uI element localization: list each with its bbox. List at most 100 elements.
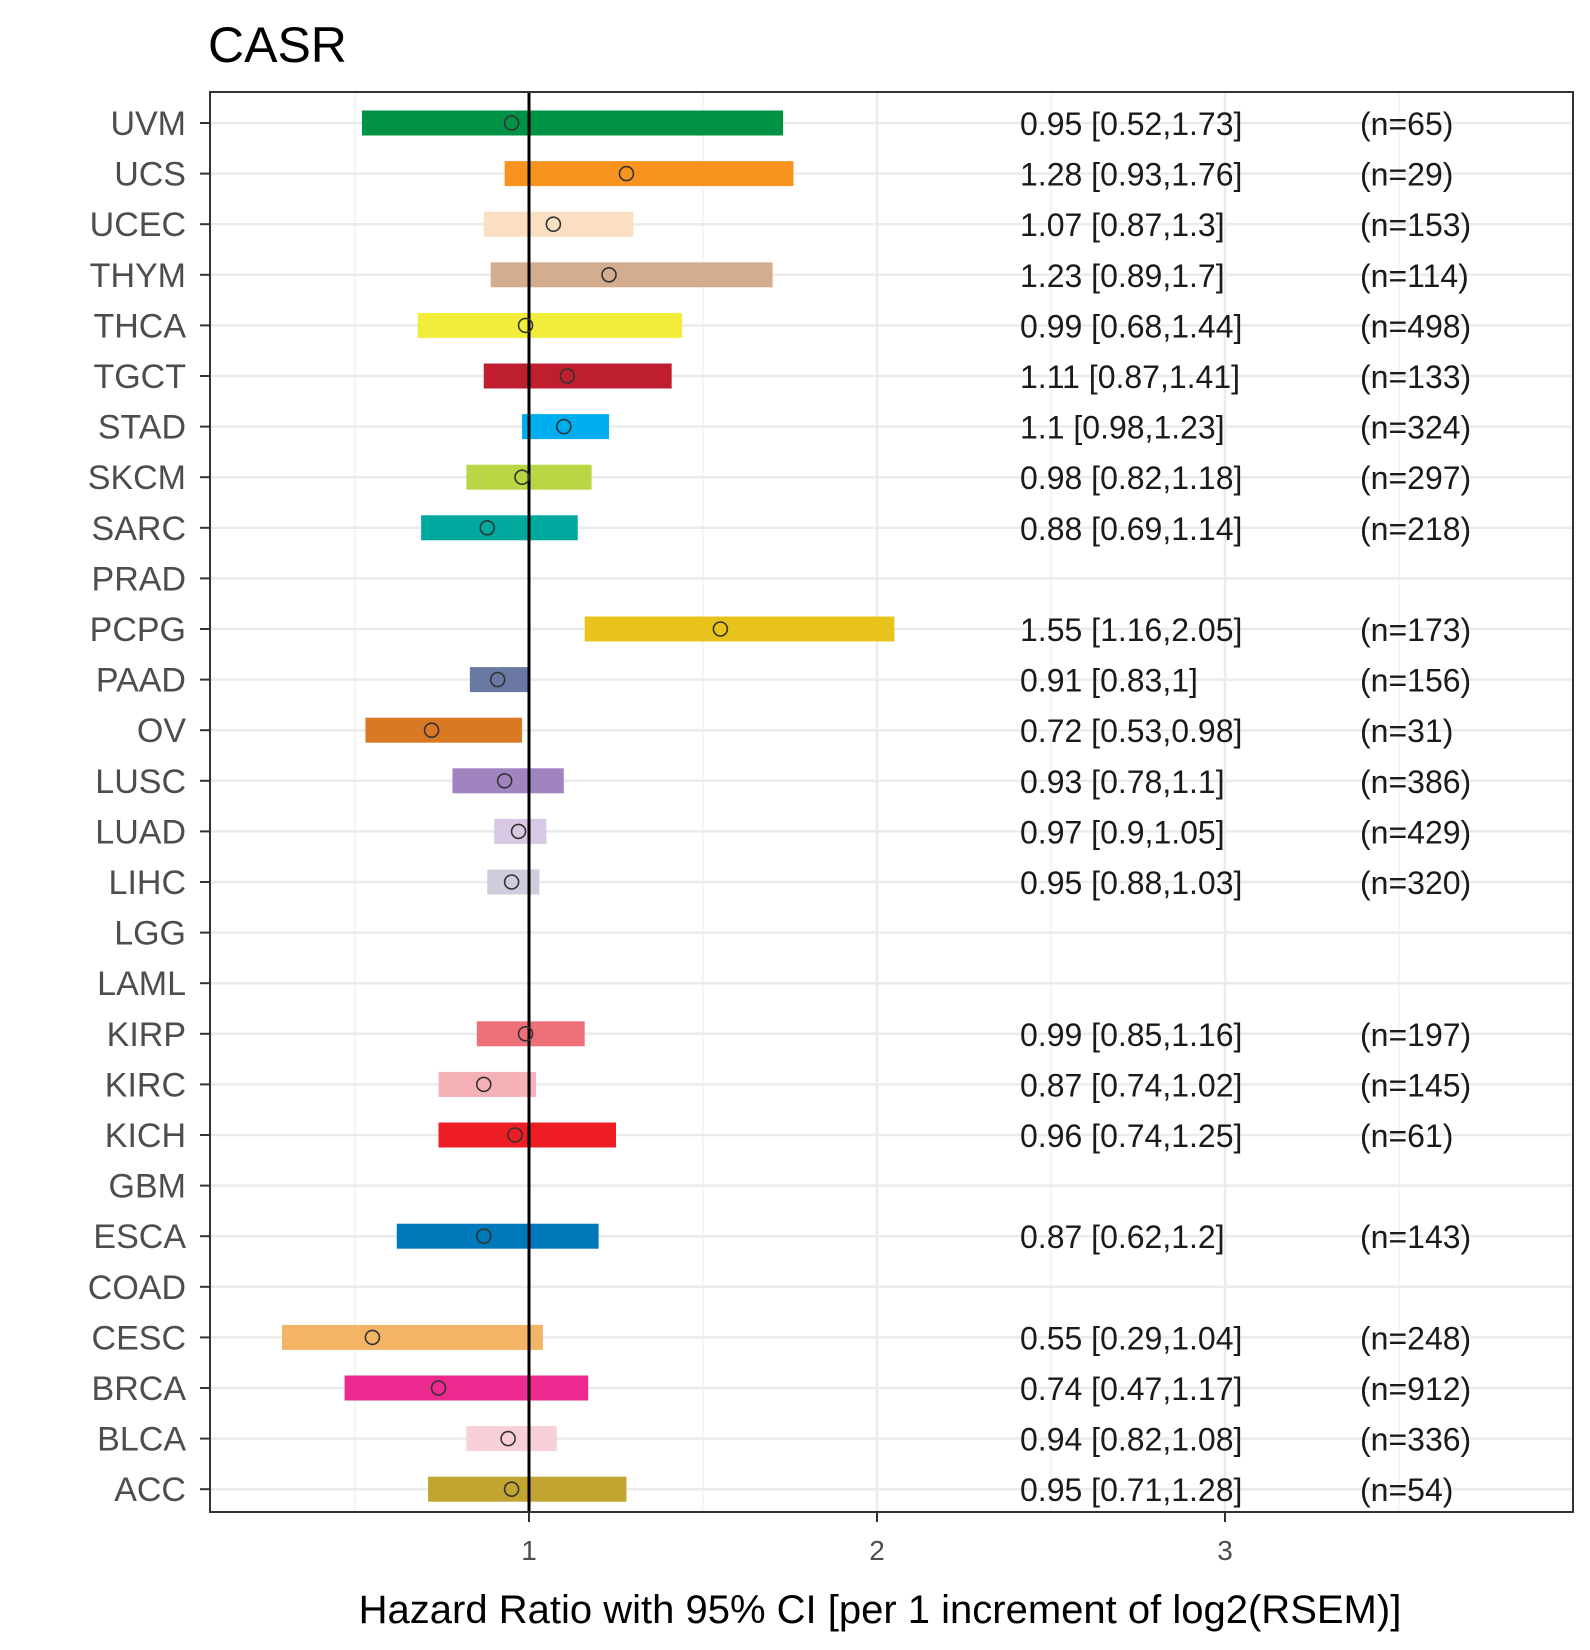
- hr-point: [618, 165, 635, 182]
- category-label: OV: [137, 712, 186, 750]
- sample-size-label: (n=386): [1360, 764, 1471, 800]
- hr-point: [601, 266, 617, 283]
- sample-size-label: (n=498): [1360, 308, 1471, 344]
- x-tick-label: 3: [1217, 1535, 1233, 1566]
- hr-ci-label: 0.97 [0.9,1.05]: [1020, 814, 1225, 850]
- hr-ci-label: 0.99 [0.68,1.44]: [1020, 308, 1242, 344]
- category-label: PAAD: [96, 662, 186, 700]
- hr-ci-label: 0.72 [0.53,0.98]: [1020, 713, 1242, 749]
- ci-bar: [476, 1021, 585, 1047]
- category-label: BLCA: [97, 1421, 186, 1459]
- hr-point: [475, 1076, 492, 1093]
- sample-size-label: (n=54): [1360, 1472, 1453, 1508]
- hr-ci-label: 0.94 [0.82,1.08]: [1020, 1422, 1242, 1458]
- category-label: UVM: [110, 105, 186, 143]
- sample-size-label: (n=320): [1360, 865, 1471, 901]
- hr-point: [496, 772, 513, 789]
- ci-bar: [487, 869, 540, 895]
- hr-ci-label: 1.1 [0.98,1.23]: [1020, 410, 1225, 446]
- hr-ci-label: 0.96 [0.74,1.25]: [1020, 1118, 1242, 1154]
- hr-ci-label: 0.55 [0.29,1.04]: [1020, 1320, 1242, 1356]
- ci-bar: [438, 1071, 536, 1097]
- ci-bar: [417, 312, 683, 338]
- hr-point: [507, 1127, 523, 1143]
- category-label: KICH: [105, 1117, 186, 1155]
- sample-size-label: (n=197): [1360, 1017, 1471, 1053]
- hr-ci-label: 0.74 [0.47,1.17]: [1020, 1371, 1242, 1407]
- plot-panel-border: [209, 91, 1574, 1513]
- hr-point: [430, 1380, 447, 1396]
- sample-size-label: (n=173): [1360, 612, 1471, 648]
- hr-point: [503, 874, 520, 890]
- hr-ci-label: 0.88 [0.69,1.14]: [1020, 511, 1242, 547]
- hr-point: [500, 1430, 516, 1447]
- ci-bar: [483, 211, 634, 237]
- hr-point: [514, 469, 530, 486]
- sample-size-label: (n=336): [1360, 1422, 1471, 1458]
- category-label: ACC: [114, 1471, 186, 1509]
- category-label: TGCT: [93, 358, 186, 396]
- ci-bar: [584, 616, 895, 642]
- category-label: LIHC: [109, 864, 186, 902]
- category-label: COAD: [88, 1269, 186, 1307]
- category-label: UCS: [114, 156, 186, 194]
- hr-point: [503, 115, 520, 131]
- sample-size-label: (n=429): [1360, 814, 1471, 850]
- hr-ci-label: 0.87 [0.74,1.02]: [1020, 1067, 1242, 1103]
- ci-bar: [469, 667, 529, 693]
- hr-point: [517, 1026, 534, 1042]
- category-label: LGG: [114, 915, 186, 953]
- ci-bar: [396, 1223, 599, 1249]
- category-label: KIRC: [105, 1066, 186, 1104]
- x-tick-label: 1: [521, 1535, 537, 1566]
- sample-size-label: (n=912): [1360, 1371, 1471, 1407]
- hr-ci-label: 1.55 [1.16,2.05]: [1020, 612, 1242, 648]
- sample-size-label: (n=145): [1360, 1067, 1471, 1103]
- hr-ci-label: 0.95 [0.71,1.28]: [1020, 1472, 1242, 1508]
- hr-ci-label: 0.98 [0.82,1.18]: [1020, 460, 1242, 496]
- hr-ci-label: 0.93 [0.78,1.1]: [1020, 764, 1225, 800]
- sample-size-label: (n=248): [1360, 1320, 1471, 1356]
- hr-point: [503, 1481, 520, 1497]
- sample-size-label: (n=133): [1360, 359, 1471, 395]
- sample-size-label: (n=297): [1360, 460, 1471, 496]
- hr-point: [510, 823, 527, 840]
- hr-ci-label: 1.11 [0.87,1.41]: [1020, 359, 1240, 395]
- sample-size-label: (n=31): [1360, 713, 1453, 749]
- ci-bar: [504, 161, 794, 187]
- sample-size-label: (n=143): [1360, 1219, 1471, 1255]
- category-label: SKCM: [88, 459, 186, 497]
- chart-title: CASR: [208, 17, 347, 73]
- ci-bar: [483, 363, 672, 389]
- category-label: LUAD: [95, 813, 186, 851]
- category-label: CESC: [92, 1319, 186, 1357]
- hr-point: [517, 317, 534, 334]
- hr-ci-label: 0.91 [0.83,1]: [1020, 663, 1198, 699]
- category-label: THCA: [93, 307, 186, 345]
- hr-point: [712, 621, 729, 637]
- category-label: GBM: [109, 1168, 186, 1206]
- sample-size-label: (n=153): [1360, 207, 1471, 243]
- hr-point: [489, 671, 506, 688]
- ci-bar: [438, 1122, 616, 1148]
- ci-bar: [361, 110, 784, 136]
- hr-ci-label: 0.99 [0.85,1.16]: [1020, 1017, 1242, 1053]
- sample-size-label: (n=156): [1360, 663, 1471, 699]
- category-label: THYM: [90, 257, 186, 295]
- ci-bar: [452, 768, 564, 794]
- category-label: PCPG: [90, 611, 186, 649]
- category-label: ESCA: [93, 1218, 186, 1256]
- hr-ci-label: 0.95 [0.88,1.03]: [1020, 865, 1242, 901]
- ci-bar: [344, 1375, 589, 1401]
- category-label: STAD: [98, 409, 186, 447]
- category-label: PRAD: [92, 560, 186, 598]
- hr-ci-label: 1.23 [0.89,1.7]: [1020, 258, 1225, 294]
- x-axis-label: Hazard Ratio with 95% CI [per 1 incremen…: [359, 1588, 1402, 1632]
- ci-bar: [522, 414, 610, 440]
- sample-size-label: (n=61): [1360, 1118, 1453, 1154]
- hr-point: [555, 418, 572, 435]
- hr-point: [479, 519, 496, 536]
- category-label: LUSC: [95, 763, 186, 801]
- ci-bar: [281, 1324, 543, 1350]
